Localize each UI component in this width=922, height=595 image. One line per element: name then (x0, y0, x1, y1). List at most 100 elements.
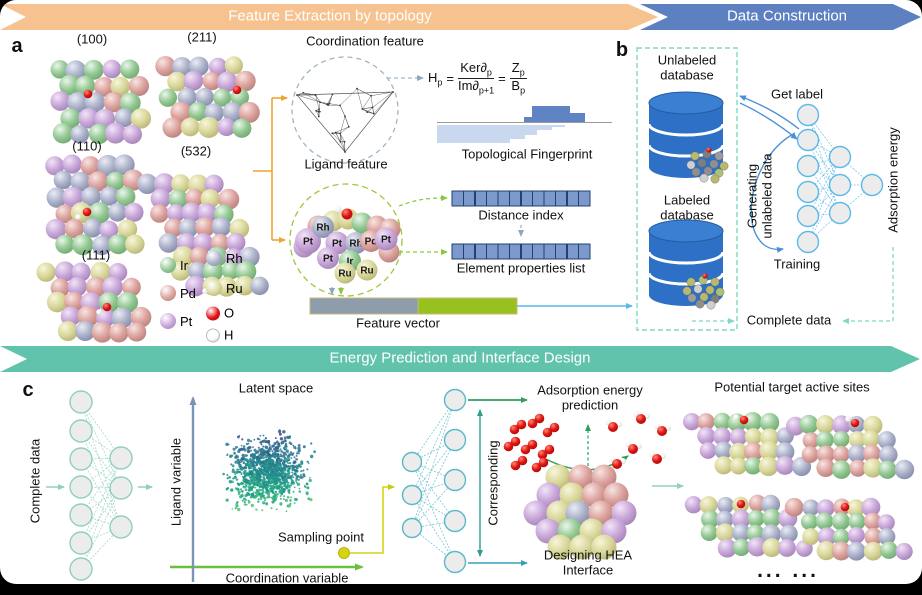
legend-item-Rh: Rh (206, 250, 243, 266)
crystal-211 (155, 56, 260, 138)
generating-unlabeled-data-label: Generating unlabeled data (744, 153, 774, 239)
legend-item-O: O (206, 306, 234, 321)
ligand-feature-circle (289, 183, 403, 297)
legend-symbol: O (224, 305, 235, 321)
banner-feature-extraction-shape (0, 4, 658, 30)
training-arrow (750, 132, 796, 253)
cluster-atom-label: Ir (347, 257, 354, 268)
training-label: Training (773, 256, 821, 272)
facet-111: (111) (81, 247, 111, 263)
legend-symbol: Rh (226, 250, 243, 266)
unlabeled-database-label: Unlabeled database (657, 52, 717, 82)
coordination-feature-circle (291, 56, 399, 164)
adsorption-energy-prediction-label: Adsorption energy prediction (537, 382, 643, 412)
encoder-network (69, 390, 133, 581)
ellipsis-label: ... ... (757, 559, 819, 583)
legend-item-Ru: Ru (206, 280, 243, 296)
facet-211: (211) (187, 29, 217, 45)
legend-symbol: Ru (226, 280, 243, 296)
topological-fingerprint-plot (437, 106, 612, 143)
legend-symbol: Pt (180, 313, 193, 329)
cluster-atom-label: Pt (332, 239, 343, 250)
target-site-1 (683, 411, 812, 477)
cluster-atom-label: Pt (381, 235, 392, 246)
legend-item-Ir: Ir (160, 257, 188, 273)
to-distance-index-arrow (398, 195, 448, 207)
coordination-variable-label: Coordination variable (225, 570, 349, 584)
potential-target-active-sites-label: Potential target active sites (714, 379, 870, 395)
panel-c-label: c (22, 378, 34, 401)
cluster-atom-label: Ru (360, 266, 373, 277)
topological-fingerprint-label: Topological Fingerprint (461, 146, 593, 162)
legend-sphere-Pd (160, 285, 176, 301)
banner-feature-extraction: Feature Extraction by topology (228, 7, 432, 25)
panel-a-label: a (11, 34, 23, 57)
homology-formula: Hp = Ker∂p Im∂p+1 = Zp Bp (428, 60, 527, 96)
cluster-atom-label: Rh (349, 239, 362, 250)
database-cluster-thumb (682, 273, 725, 310)
complete-data-label-b: Complete data (746, 312, 832, 328)
water-molecules (605, 411, 671, 469)
labeled-database-label: Labeled database (660, 192, 714, 222)
cluster-atom-label: Pt (323, 254, 334, 265)
legend-sphere-Ir (160, 257, 176, 273)
get-label-label: Get label (770, 86, 824, 102)
distance-index-bar (451, 190, 591, 207)
legend-item-Pt: Pt (160, 313, 192, 329)
legend-sphere-Pt (160, 313, 176, 329)
crystal-111 (36, 261, 152, 343)
legend-symbol: Ir (180, 257, 188, 273)
get-label-arrows (739, 95, 800, 140)
hea-nanoparticle (523, 464, 637, 560)
legend-sphere-Rh (206, 250, 222, 266)
facet-100: (100) (76, 31, 108, 47)
crystal-532 (137, 173, 269, 297)
designing-hea-interface-label: Designing HEA Interface (543, 547, 633, 577)
legend-item-H: H (206, 328, 233, 343)
element-properties-bar (451, 243, 591, 260)
database-group-box (636, 47, 738, 331)
oxygen-molecules (503, 413, 560, 473)
legend-sphere-Ru (206, 280, 222, 296)
crystal-110 (45, 154, 145, 256)
database-cluster-thumb (686, 147, 729, 184)
facet-110: (110) (72, 138, 102, 154)
panel-b-label: b (615, 38, 629, 61)
legend-item-Pd: Pd (160, 285, 196, 301)
facet-532: (532) (180, 143, 212, 159)
crystal-to-feature-connectors (253, 95, 288, 243)
crystal-100 (50, 59, 152, 144)
banner-energy-prediction: Energy Prediction and Interface Design (329, 349, 591, 367)
target-site-2 (785, 414, 915, 480)
banner-data-construction: Data Construction (726, 7, 848, 25)
legend-symbol: H (224, 327, 234, 343)
adsorption-energy-label: Adsorption energy (885, 127, 901, 233)
cluster-atom-label: Rh (316, 223, 329, 234)
sampling-to-decoder-arrow (349, 484, 395, 554)
corresponding-label: Corresponding (485, 440, 501, 526)
ligand-variable-label: Ligand variable (168, 437, 184, 527)
latent-space-scatter (222, 429, 350, 559)
coordination-feature-label: Coordination feature (306, 33, 424, 49)
distance-index-label: Distance index (478, 207, 564, 223)
coordination-mesh (296, 87, 394, 153)
feature-vector-bar (309, 287, 518, 315)
cluster-atom-label: Pd (365, 237, 378, 248)
legend-sphere-O (206, 306, 220, 320)
banner-energy-prediction-shape (0, 346, 920, 372)
sampling-point-label: Sampling point (278, 529, 364, 545)
legend-symbol: Pd (180, 285, 196, 301)
latent-space-label: Latent space (238, 380, 314, 396)
network-b (796, 103, 884, 254)
sampling-point-dot (338, 547, 350, 559)
complete-data-arrows-b (692, 247, 894, 324)
banner-data-construction-shape (640, 4, 921, 30)
complete-data-label-c: Complete data (27, 438, 43, 524)
ligand-feature-label: Ligand feature (304, 156, 388, 172)
cluster-atom-label: Pt (303, 237, 314, 248)
legend-sphere-H (206, 328, 220, 342)
element-properties-label: Element properties list (456, 260, 586, 276)
